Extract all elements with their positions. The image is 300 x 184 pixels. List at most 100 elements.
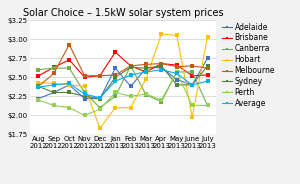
Adelaide [160,66,163,68]
Average [68,82,71,84]
Hobart [52,82,56,84]
Hobart [175,34,178,37]
Adelaide [68,84,71,86]
Sydney [52,91,56,94]
Melbourne [160,63,163,65]
Line: Perth: Perth [37,70,209,117]
Melbourne [83,75,86,77]
Sydney [68,91,71,94]
Average [37,86,40,88]
Hobart [113,107,117,109]
Melbourne [37,85,40,88]
Adelaide [144,67,148,69]
Line: Canberra: Canberra [37,64,209,109]
Average [175,72,178,75]
Hobart [37,82,40,84]
Perth [68,107,71,109]
Perth [83,114,86,116]
Brisbane [113,51,117,53]
Sydney [113,76,117,78]
Average [144,71,148,73]
Average [160,69,163,71]
Average [190,84,194,86]
Sydney [37,85,40,88]
Hobart [190,116,194,118]
Hobart [160,33,163,35]
Perth [206,104,209,107]
Melbourne [68,43,71,46]
Perth [144,93,148,95]
Canberra [83,91,86,94]
Adelaide [175,78,178,81]
Canberra [68,67,71,69]
Average [83,93,86,95]
Adelaide [37,98,40,100]
Perth [98,108,102,110]
Canberra [190,71,194,73]
Canberra [129,65,133,67]
Brisbane [160,63,163,65]
Sydney [129,66,133,68]
Sydney [83,95,86,97]
Brisbane [68,59,71,61]
Line: Melbourne: Melbourne [37,43,209,88]
Average [206,80,209,82]
Line: Average: Average [37,68,209,99]
Adelaide [190,84,194,86]
Legend: Adelaide, Brisbane, Canberra, Hobart, Melbourne, Sydney, Perth, Average: Adelaide, Brisbane, Canberra, Hobart, Me… [222,22,276,109]
Perth [175,71,178,73]
Brisbane [144,71,148,73]
Brisbane [129,65,133,67]
Average [129,74,133,76]
Canberra [144,94,148,96]
Perth [52,104,56,107]
Brisbane [175,64,178,66]
Line: Sydney: Sydney [37,64,209,100]
Hobart [144,78,148,80]
Melbourne [175,66,178,68]
Sydney [144,67,148,69]
Adelaide [98,98,102,100]
Canberra [160,100,163,103]
Adelaide [129,85,133,88]
Melbourne [206,67,209,69]
Adelaide [52,91,56,94]
Brisbane [52,66,56,68]
Canberra [113,95,117,97]
Brisbane [37,75,40,77]
Perth [190,104,194,107]
Canberra [52,67,56,69]
Canberra [175,71,178,73]
Melbourne [98,75,102,77]
Adelaide [83,98,86,100]
Melbourne [144,63,148,66]
Average [98,97,102,99]
Sydney [190,84,194,86]
Perth [37,99,40,101]
Average [113,80,117,82]
Hobart [68,84,71,86]
Line: Brisbane: Brisbane [37,51,209,79]
Sydney [175,84,178,86]
Canberra [37,69,40,71]
Perth [129,95,133,97]
Brisbane [206,74,209,76]
Perth [113,91,117,94]
Sydney [160,65,163,67]
Melbourne [190,65,194,67]
Line: Adelaide: Adelaide [37,57,209,100]
Line: Hobart: Hobart [37,32,209,130]
Hobart [206,36,209,38]
Title: Solar Choice – 1.5kW solar system prices: Solar Choice – 1.5kW solar system prices [23,8,223,18]
Adelaide [206,57,209,59]
Melbourne [113,74,117,76]
Brisbane [190,75,194,77]
Melbourne [129,65,133,67]
Canberra [98,107,102,109]
Sydney [98,98,102,100]
Brisbane [98,75,102,77]
Canberra [206,104,209,107]
Melbourne [52,72,56,75]
Perth [160,99,163,101]
Brisbane [83,76,86,78]
